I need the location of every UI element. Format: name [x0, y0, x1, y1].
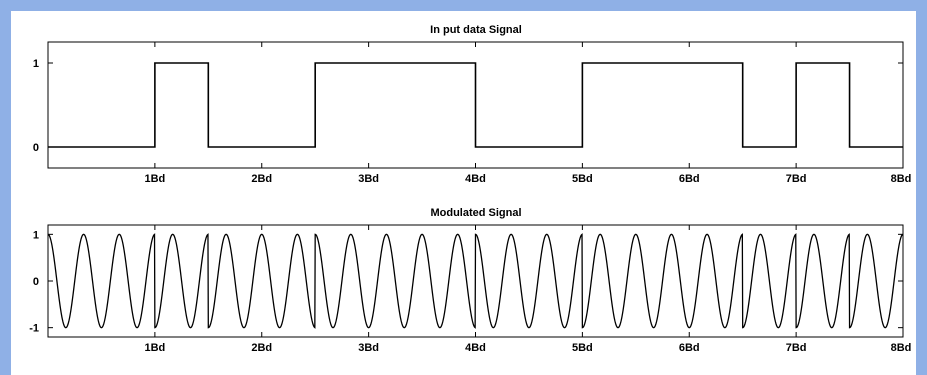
frame-top-border — [0, 0, 927, 11]
x-tick-label: 2Bd — [251, 173, 272, 185]
x-tick-label: 6Bd — [679, 173, 700, 185]
x-tick-label: 7Bd — [786, 173, 807, 185]
modulated-signal-plot: Modulated Signal 1Bd 2Bd 3Bd 4Bd 5Bd 6Bd 7Bd 8B… — [29, 207, 911, 354]
input-plot-title: In put data Signal — [430, 24, 522, 36]
y-tick-label: 1 — [33, 58, 39, 70]
figure-svg: In put data Signal 1Bd 2Bd 3Bd 4Bd 5Bd 6Bd 7Bd… — [29, 24, 912, 354]
input-data-plot: In put data Signal 1Bd 2Bd 3Bd 4Bd 5Bd 6Bd 7Bd… — [33, 24, 912, 185]
y-tick-label: 0 — [33, 276, 39, 288]
figure-canvas: In put data Signal 1Bd 2Bd 3Bd 4Bd 5Bd 6Bd 7Bd… — [11, 11, 916, 375]
frame-right-border — [916, 0, 927, 375]
modulated-plot-ticks: 1Bd 2Bd 3Bd 4Bd 5Bd 6Bd 7Bd 8Bd -1 0 1 — [29, 225, 911, 354]
modulated-signal-line — [47, 233, 904, 329]
x-tick-label: 5Bd — [572, 342, 593, 354]
x-tick-label: 4Bd — [465, 173, 486, 185]
x-tick-label: 4Bd — [465, 342, 486, 354]
x-tick-label: 1Bd — [144, 173, 165, 185]
x-tick-label: 8Bd — [891, 173, 912, 185]
x-tick-label: 1Bd — [144, 342, 165, 354]
frame-left-border — [0, 0, 11, 375]
modulated-plot-title: Modulated Signal — [430, 207, 521, 219]
x-tick-label: 3Bd — [358, 173, 379, 185]
x-tick-label: 2Bd — [251, 342, 272, 354]
x-tick-label: 5Bd — [572, 173, 593, 185]
x-tick-label: 8Bd — [891, 342, 912, 354]
x-tick-label: 3Bd — [358, 342, 379, 354]
input-plot-ticks: 1Bd 2Bd 3Bd 4Bd 5Bd 6Bd 7Bd 8Bd 0 1 — [33, 42, 912, 185]
y-tick-label: 1 — [33, 229, 39, 241]
y-tick-label: 0 — [33, 142, 39, 154]
x-tick-label: 7Bd — [786, 342, 807, 354]
y-tick-label: -1 — [29, 323, 39, 335]
x-tick-label: 6Bd — [679, 342, 700, 354]
input-data-line — [48, 62, 903, 148]
